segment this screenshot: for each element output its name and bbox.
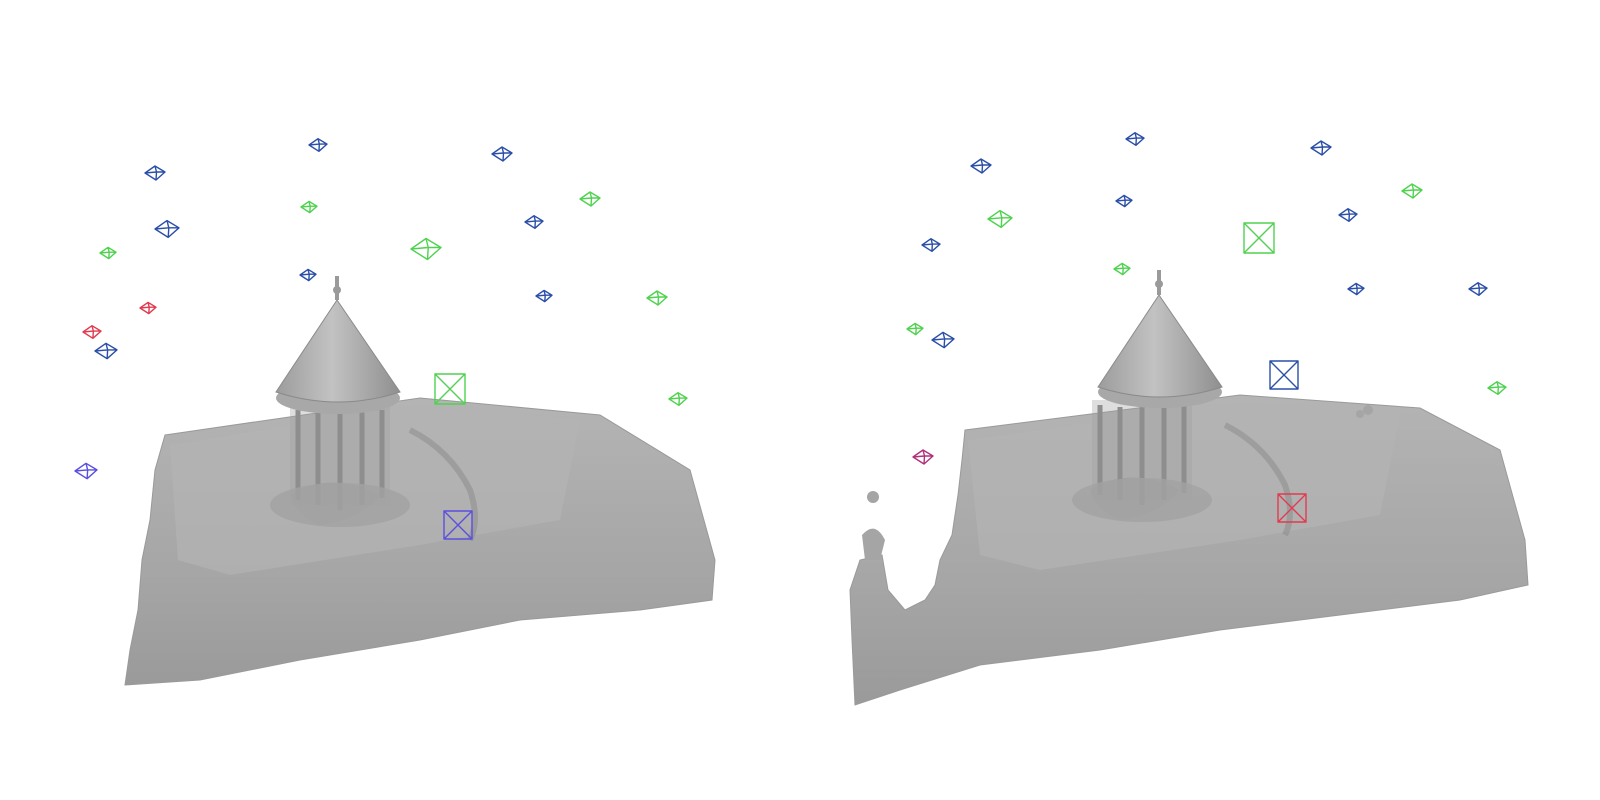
camera-pose-icon: [1338, 208, 1358, 222]
camera-pose-icon: [970, 158, 992, 174]
camera-pose-icon: [94, 342, 118, 360]
camera-pose-icon: [906, 322, 924, 336]
camera-pose-icon: [434, 373, 466, 405]
camera-pose-icon: [579, 191, 601, 207]
camera-pose-icon: [912, 449, 934, 465]
camera-pose-icon: [535, 289, 553, 303]
camera-pose-icon: [1269, 360, 1299, 390]
camera-pose-icon: [1277, 493, 1307, 523]
camera-pose-icon: [668, 392, 688, 406]
camera-pose-icon: [921, 238, 941, 252]
gazebo-right: [1072, 270, 1223, 522]
camera-pose-icon: [82, 325, 102, 339]
camera-pose-icon: [987, 209, 1013, 229]
camera-pose-icon: [308, 138, 328, 152]
camera-pose-icon: [139, 301, 157, 315]
panel-left: [74, 138, 716, 686]
camera-pose-icon: [99, 246, 117, 260]
panel-right: [849, 132, 1529, 706]
camera-pose-icon: [1401, 183, 1423, 199]
camera-pose-icon: [1115, 194, 1133, 208]
camera-pose-icon: [1468, 282, 1488, 296]
camera-pose-icon: [1243, 222, 1275, 254]
camera-pose-icon: [300, 200, 318, 214]
camera-pose-icon: [1125, 132, 1145, 146]
camera-pose-icon: [1113, 262, 1131, 276]
camera-pose-icon: [1310, 140, 1332, 156]
terrain-mesh-left: [124, 397, 716, 686]
camera-frusta-right: [906, 132, 1507, 523]
camera-pose-icon: [154, 219, 180, 239]
gazebo-left: [270, 276, 410, 527]
camera-pose-icon: [646, 290, 668, 306]
camera-pose-icon: [491, 146, 513, 162]
camera-frusta-left: [74, 138, 688, 540]
camera-pose-icon: [1347, 282, 1365, 296]
camera-pose-icon: [144, 165, 166, 181]
camera-pose-icon: [410, 237, 442, 261]
camera-pose-icon: [299, 268, 317, 282]
camera-pose-icon: [443, 510, 473, 540]
camera-pose-icon: [931, 331, 955, 349]
camera-pose-icon: [74, 462, 98, 480]
camera-pose-icon: [524, 215, 544, 229]
camera-pose-icon: [1487, 381, 1507, 395]
